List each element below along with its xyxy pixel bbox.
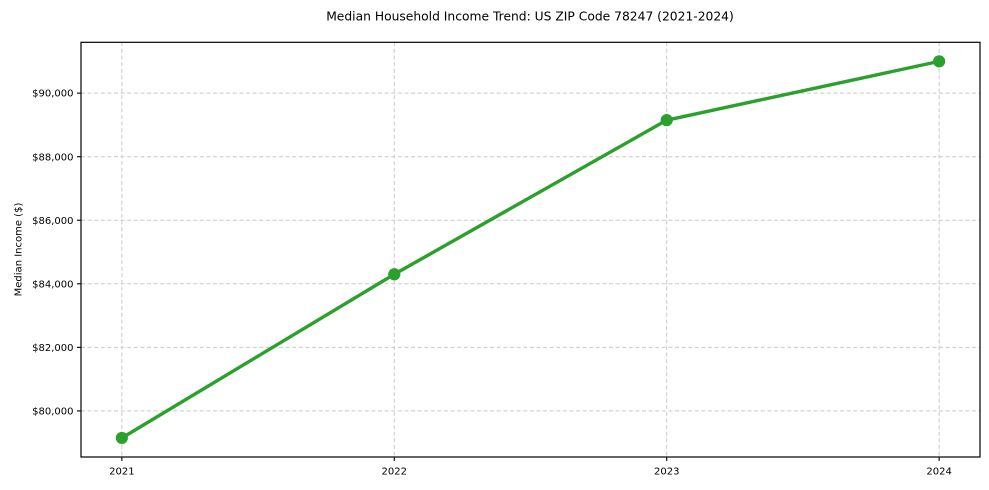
y-tick-label: $88,000 [32, 152, 73, 163]
data-point-2024 [933, 55, 946, 68]
x-tick-label: 2023 [654, 467, 679, 478]
x-tick-label: 2024 [926, 467, 951, 478]
trend-line [120, 59, 940, 440]
data-point-2022 [388, 268, 401, 281]
x-tick-label: 2021 [109, 467, 134, 478]
y-tick-label: $90,000 [32, 89, 73, 100]
axes-spines [80, 41, 981, 458]
series-layer [115, 55, 946, 445]
data-point-2021 [115, 431, 128, 445]
y-tick-label: $84,000 [32, 279, 73, 290]
data-point-2023 [660, 114, 673, 127]
y-axis-label: Median Income ($) [14, 203, 25, 297]
y-tick-label: $80,000 [32, 407, 73, 418]
x-tick-label: 2022 [382, 467, 407, 478]
axes-layer: $80,000 $82,000 $84,000 $86,000 $88,000 $90,0… [32, 41, 981, 478]
grid-layer [81, 42, 980, 457]
y-tick-label: $86,000 [32, 216, 73, 227]
chart-title: Median Household Income Trend: US ZIP Co… [326, 10, 734, 24]
y-tick-label: $82,000 [32, 343, 73, 354]
